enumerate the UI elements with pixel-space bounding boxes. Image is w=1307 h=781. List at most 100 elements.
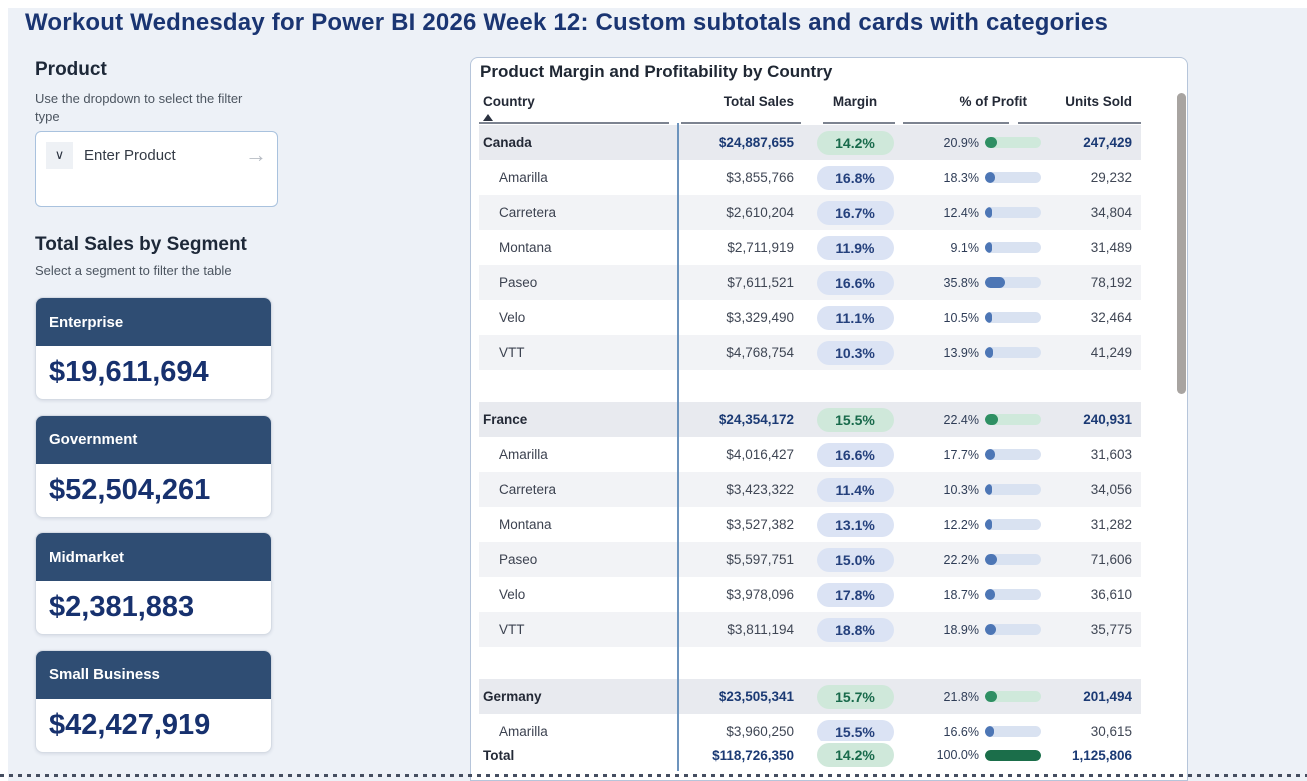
profit-value: 10.5% — [943, 310, 979, 325]
profit-cell: 9.1% — [909, 241, 1041, 255]
product-dropdown[interactable]: ∨ Enter Product → — [35, 131, 278, 207]
margin-cell: 15.0% — [801, 547, 909, 572]
profit-cell: 21.8% — [909, 690, 1041, 704]
table-row-canada-carretera[interactable]: Carretera $2,610,204 16.7% 12.4% 34,804 — [479, 195, 1141, 230]
profit-value: 16.6% — [943, 724, 979, 739]
profit-value: 12.2% — [943, 517, 979, 532]
total-label: Total — [483, 747, 515, 763]
margin-pill: 11.1% — [816, 305, 894, 330]
profit-bar-track — [985, 242, 1041, 253]
column-header-total-sales[interactable]: Total Sales — [723, 94, 794, 109]
total-sales-value: $3,811,194 — [727, 622, 794, 637]
units-sold-value: 34,056 — [1090, 482, 1132, 497]
segment-card-government[interactable]: Government $52,504,261 — [35, 414, 272, 518]
group-spacer — [479, 647, 1141, 679]
units-sold-value: 29,232 — [1090, 170, 1132, 185]
table-row-canada-paseo[interactable]: Paseo $7,611,521 16.6% 35.8% 78,192 — [479, 265, 1141, 300]
table-row-country-germany[interactable]: Germany $23,505,341 15.7% 21.8% 201,494 — [479, 679, 1141, 714]
total-sales-value: $2,711,919 — [727, 240, 794, 255]
table-row-country-france[interactable]: France $24,354,172 15.5% 22.4% 240,931 — [479, 402, 1141, 437]
table-row-canada-vtt[interactable]: VTT $4,768,754 10.3% 13.9% 41,249 — [479, 335, 1141, 370]
table-total-row[interactable]: Total $118,726,350 14.2% 100.0% 1,125,806 — [479, 741, 1141, 769]
table-header-row: Country Total Sales Margin % of Profit U… — [479, 94, 1141, 109]
profit-bar-track — [985, 277, 1041, 288]
margin-pill: 16.8% — [816, 165, 894, 190]
arrow-right-icon[interactable]: → — [245, 142, 267, 167]
table-row-france-vtt[interactable]: VTT $3,811,194 18.8% 18.9% 35,775 — [479, 612, 1141, 647]
product-name: Amarilla — [499, 724, 548, 739]
profit-cell: 12.4% — [909, 206, 1041, 220]
table-row-canada-montana[interactable]: Montana $2,711,919 11.9% 9.1% 31,489 — [479, 230, 1141, 265]
table-row-france-montana[interactable]: Montana $3,527,382 13.1% 12.2% 31,282 — [479, 507, 1141, 542]
segment-card-label-text: Government — [49, 431, 138, 448]
total-sales-value: $3,855,766 — [726, 170, 794, 185]
margin-cell: 18.8% — [801, 617, 909, 642]
profit-bar-fill — [985, 242, 992, 253]
profit-value: 100.0% — [936, 748, 979, 762]
column-header-profit[interactable]: % of Profit — [959, 94, 1028, 109]
profit-value: 22.4% — [943, 412, 979, 427]
column-header-units-sold[interactable]: Units Sold — [1065, 94, 1132, 109]
profit-value: 35.8% — [943, 275, 979, 290]
table-row-canada-velo[interactable]: Velo $3,329,490 11.1% 10.5% 32,464 — [479, 300, 1141, 335]
table-row-canada-amarilla[interactable]: Amarilla $3,855,766 16.8% 18.3% 29,232 — [479, 160, 1141, 195]
profit-bar-fill — [985, 347, 993, 358]
margin-pill: 11.4% — [816, 477, 894, 502]
table-row-germany-amarilla[interactable]: Amarilla $3,960,250 15.5% 16.6% 30,615 — [479, 714, 1141, 741]
profit-value: 9.1% — [950, 240, 980, 255]
profit-bar-fill — [985, 726, 994, 737]
profit-cell: 20.9% — [909, 136, 1041, 150]
margin-cell: 15.5% — [801, 407, 909, 432]
total-sales-value: $3,527,382 — [726, 517, 794, 532]
profit-cell: 16.6% — [909, 725, 1041, 739]
segment-card-value: $19,611,694 — [49, 356, 209, 388]
profit-value: 18.3% — [943, 170, 979, 185]
country-column-separator — [677, 123, 679, 771]
table-row-france-velo[interactable]: Velo $3,978,096 17.8% 18.7% 36,610 — [479, 577, 1141, 612]
segment-card-value: $52,504,261 — [49, 473, 211, 506]
column-header-margin[interactable]: Margin — [832, 94, 878, 109]
profit-bar-fill — [985, 624, 996, 635]
segment-card-midmarket[interactable]: Midmarket $2,381,883 — [35, 532, 272, 635]
segment-card-label-text: Enterprise — [49, 313, 124, 331]
column-header-country[interactable]: Country — [483, 94, 535, 109]
profit-bar-fill — [985, 172, 995, 183]
units-sold-value: 31,603 — [1090, 447, 1132, 462]
total-sales-value: $7,611,521 — [727, 275, 794, 290]
profit-value: 13.9% — [943, 345, 979, 360]
margin-pill: 17.8% — [816, 582, 894, 607]
profit-bar-fill — [985, 749, 1041, 761]
margin-pill: 16.7% — [816, 200, 894, 225]
product-dropdown-placeholder[interactable]: Enter Product — [84, 146, 176, 164]
total-sales-value: $3,329,490 — [726, 310, 794, 325]
header-underline — [479, 122, 669, 124]
table-row-france-amarilla[interactable]: Amarilla $4,016,427 16.6% 17.7% 31,603 — [479, 437, 1141, 472]
sort-ascending-icon[interactable] — [483, 114, 493, 121]
table-scrollbar[interactable] — [1177, 93, 1186, 394]
product-name: Amarilla — [499, 170, 548, 185]
profit-bar-track — [985, 749, 1041, 761]
margin-cell: 13.1% — [801, 512, 909, 537]
profit-value: 20.9% — [943, 135, 979, 150]
margin-cell: 16.6% — [801, 270, 909, 295]
margin-cell: 11.9% — [801, 235, 909, 260]
chevron-down-icon[interactable]: ∨ — [46, 141, 73, 169]
product-name: Velo — [499, 587, 526, 602]
segment-card-enterprise[interactable]: Enterprise $19,611,694 — [35, 297, 272, 400]
margin-cell: 10.3% — [801, 340, 909, 365]
units-sold-value: 35,775 — [1090, 622, 1132, 637]
units-sold-value: 71,606 — [1090, 552, 1132, 567]
table-row-country-canada[interactable]: Canada $24,887,655 14.2% 20.9% 247,429 — [479, 125, 1141, 160]
margin-pill: 16.6% — [816, 442, 894, 467]
margin-pill: 15.5% — [816, 407, 894, 432]
table-row-france-paseo[interactable]: Paseo $5,597,751 15.0% 22.2% 71,606 — [479, 542, 1141, 577]
profit-bar-track — [985, 484, 1041, 495]
units-sold-value: 34,804 — [1090, 205, 1132, 220]
profit-bar-fill — [985, 589, 995, 600]
profit-bar-fill — [985, 137, 997, 148]
table-row-france-carretera[interactable]: Carretera $3,423,322 11.4% 10.3% 34,056 — [479, 472, 1141, 507]
profit-bar-fill — [985, 277, 1005, 288]
profit-cell: 13.9% — [909, 346, 1041, 360]
profit-bar-track — [985, 312, 1041, 323]
segment-card-small-business[interactable]: Small Business $42,427,919 — [35, 649, 272, 753]
